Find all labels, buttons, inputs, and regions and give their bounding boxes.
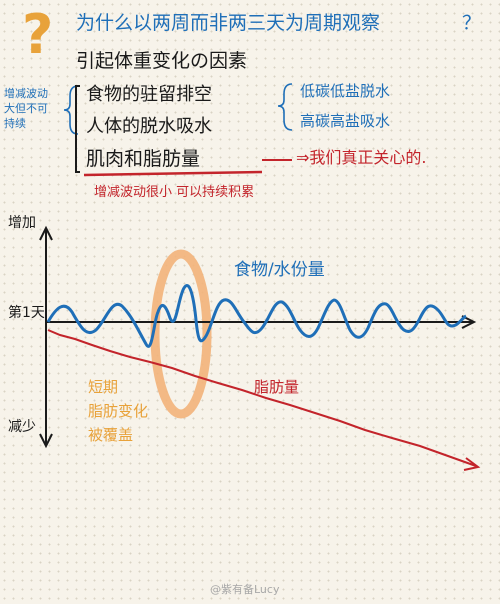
- page-title: 为什么以两周而非两三天为周期观察: [76, 12, 381, 34]
- y-axis-arrow-up: [39, 225, 53, 241]
- fat-trend-line: [47, 329, 477, 467]
- page-title-end: ？: [462, 12, 482, 34]
- note-high-carb: 高碳高盐吸水: [300, 112, 391, 130]
- side-note-line-1: 增减波动: [4, 87, 48, 100]
- watermark: @紫有备Lucy: [210, 583, 280, 596]
- factor-muscle-fat: 肌肉和脂肪量: [86, 148, 201, 170]
- fat-line-arrow: [463, 457, 481, 471]
- side-note-brace: [63, 85, 79, 135]
- y-axis-decrease-label: 减少: [8, 419, 36, 435]
- short-term-label-3: 被覆盖: [88, 426, 134, 444]
- right-curly-brace: [277, 83, 293, 131]
- short-term-label-2: 脂肪变化: [88, 402, 149, 420]
- question-mark-icon: ?: [22, 3, 54, 66]
- factors-heading: 引起体重变化の因素: [76, 50, 248, 72]
- fat-underline: [83, 170, 263, 177]
- x-axis-arrow: [461, 315, 477, 329]
- fluctuation-note: 增减波动很小 可以持续积累: [94, 185, 255, 200]
- y-axis-arrow-down: [39, 433, 53, 449]
- short-term-label-1: 短期: [88, 378, 119, 396]
- food-water-wave: [46, 284, 467, 348]
- factor-food-retention: 食物的驻留排空: [86, 84, 212, 105]
- fat-label: 脂肪量: [254, 378, 300, 396]
- y-axis-increase-label: 增加: [8, 215, 36, 231]
- concern-note: ⇒我们真正关心的.: [296, 148, 427, 167]
- factor-bracket: [75, 85, 80, 173]
- food-water-label: 食物/水份量: [234, 260, 325, 280]
- y-axis-day1-label: 第1天: [8, 305, 45, 321]
- side-note-line-3: 持续: [4, 117, 26, 130]
- side-note-line-2: 大但不可: [4, 102, 48, 115]
- factor-dehydration: 人体的脱水吸水: [86, 116, 212, 137]
- note-low-carb: 低碳低盐脱水: [300, 82, 391, 100]
